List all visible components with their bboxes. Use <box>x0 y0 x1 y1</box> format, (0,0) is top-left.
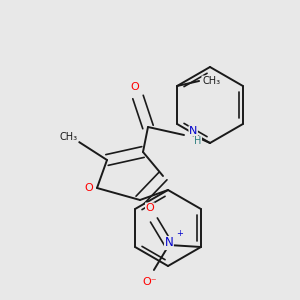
Text: N: N <box>189 126 197 136</box>
Text: +: + <box>176 229 183 238</box>
Text: N: N <box>164 236 173 250</box>
Text: H: H <box>194 136 202 146</box>
Text: O⁻: O⁻ <box>142 277 157 287</box>
Text: CH₃: CH₃ <box>202 76 220 86</box>
Text: CH₃: CH₃ <box>60 132 78 142</box>
Text: O: O <box>130 82 140 92</box>
Text: O: O <box>85 183 93 193</box>
Text: O: O <box>146 203 154 213</box>
